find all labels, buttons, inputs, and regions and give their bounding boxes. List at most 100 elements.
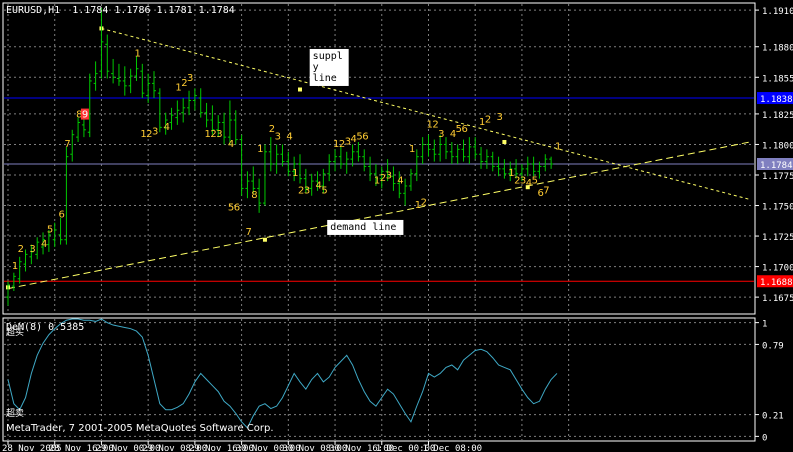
price-tick-label: 1.1880 (762, 44, 793, 54)
bar-counter: 2 (298, 185, 304, 196)
level-price-tag (757, 92, 793, 105)
bar-counter: 3 (152, 127, 158, 138)
bar-counter: 5 (356, 132, 362, 143)
bar-counter: 6 (234, 202, 240, 213)
bar-counter: 1 (333, 139, 339, 150)
bar-counter: 1 (257, 144, 263, 155)
time-tick-label: 29 Nov 00:00 (95, 444, 160, 452)
annotations: suppl y line demand line (309, 48, 404, 235)
bar-counter: 3 (187, 73, 193, 84)
bar-counter: 3 (304, 185, 310, 196)
bar-counter: 1 (205, 129, 211, 140)
horizontal-lines (4, 97, 754, 282)
bar-counter: 3 (216, 129, 222, 140)
bar-counter: 3 (438, 129, 444, 140)
bar-counter: 2 (269, 124, 275, 135)
time-tick-label: 28 Nov 16:00 (49, 444, 114, 452)
bar-counter: 2 (210, 129, 216, 140)
dem-level-label: 超卖 (6, 407, 24, 419)
bar-counter: 3 (29, 244, 35, 255)
bar-counter: 1 (12, 261, 18, 272)
indicator-grid (4, 319, 754, 440)
dem-line (7, 318, 558, 429)
bar-counter: 2 (339, 139, 345, 150)
bar-counter: 7 (64, 139, 70, 150)
indicator-panel-frame (2, 317, 756, 442)
bar-counter: 1 (508, 168, 514, 179)
time-tick-label: 1 Dec 08:00 (422, 444, 482, 452)
trend-point (525, 185, 530, 190)
bar-counter: 8 (76, 110, 82, 121)
time-tick-label: 29 Nov 08:00 (142, 444, 207, 452)
price-tick-label: 1.1675 (762, 294, 793, 304)
bar-counter: 1 (374, 176, 380, 187)
bar-counter: 1 (555, 141, 561, 152)
bar-counter: 5 (321, 185, 327, 196)
dem-level-label: 超买 (6, 326, 24, 338)
bar-counter: 1 (415, 200, 421, 211)
bar-counter: 1 (426, 119, 432, 130)
dem-tick-label: 0 (762, 433, 767, 443)
bar-counter: 1 (134, 49, 140, 60)
dem-tick-label: 1 (762, 320, 767, 330)
bar-counter: 1 (140, 129, 146, 140)
level-price-tag (757, 275, 793, 288)
candles (6, 7, 554, 306)
level-price-tag (757, 157, 793, 170)
trend-point (298, 87, 302, 92)
bar-counter: 4 (316, 180, 322, 191)
bar-counter: 1 (409, 144, 415, 155)
bar-counter: 4 (286, 132, 292, 143)
bar-counter: 6 (537, 188, 543, 199)
bar-counter: 4 (351, 134, 357, 145)
copyright-text: MetaTrader, 7 2001-2005 MetaQuotes Softw… (6, 423, 274, 434)
indicator-title: DeM(8) 0.5385 (6, 322, 84, 333)
annotation-box (309, 48, 349, 86)
bar-counter: 4 (450, 129, 456, 140)
bar-counter: 2 (380, 173, 386, 184)
bar-counter: 2 (514, 176, 520, 187)
bar-counter: 2 (18, 244, 24, 255)
bar-counter: 4 (397, 176, 403, 187)
bar-counter: 1 (175, 83, 181, 94)
time-tick-label: 1 Dec 00:00 (376, 444, 436, 452)
price-tick-label: 1.1775 (762, 172, 793, 182)
bar-counter: 4 (164, 122, 170, 133)
dem-tick-label: 0.79 (762, 341, 784, 351)
bar-counter: 2 (432, 119, 438, 130)
bar-counter: 9 (82, 110, 88, 121)
price-tick-label: 1.1800 (762, 141, 793, 151)
trend-point (502, 140, 507, 145)
bar-counter: 5 (47, 224, 53, 235)
price-tick-label: 1.1725 (762, 233, 793, 243)
bar-counter: 4 (41, 239, 47, 250)
annotation-text: suppl y line (313, 51, 343, 84)
bar-counter: 3 (497, 112, 503, 123)
price-tick-label: 1.1825 (762, 111, 793, 121)
bar-counter: 2 (421, 198, 427, 209)
bar-counter: 7 (245, 227, 251, 238)
time-tick-label: 28 Nov 2005 (2, 444, 62, 452)
counter-highlight (80, 108, 89, 120)
trend-line (101, 27, 750, 200)
time-tick-label: 30 Nov 00:00 (236, 444, 301, 452)
bar-counter: 1 (479, 117, 485, 128)
bar-counter: 5 (456, 124, 462, 135)
bar-counter: 3 (275, 132, 281, 143)
bar-counter: 3 (345, 136, 351, 147)
level-price-label: 1.1838 (760, 95, 793, 105)
time-tick-label: 30 Nov 08:00 (282, 444, 347, 452)
level-price-label: 1.1688 (760, 278, 793, 288)
bar-counter: 5 (532, 176, 538, 187)
bar-counter: 6 (462, 124, 468, 135)
bar-counter: 4 (526, 178, 532, 189)
bar-counter: 2 (485, 114, 491, 125)
dem-tick-label: 0.21 (762, 412, 784, 422)
bar-counter: 2 (146, 129, 152, 140)
price-tick-label: 1.1910 (762, 7, 793, 17)
annotation-text: demand line (330, 222, 396, 233)
